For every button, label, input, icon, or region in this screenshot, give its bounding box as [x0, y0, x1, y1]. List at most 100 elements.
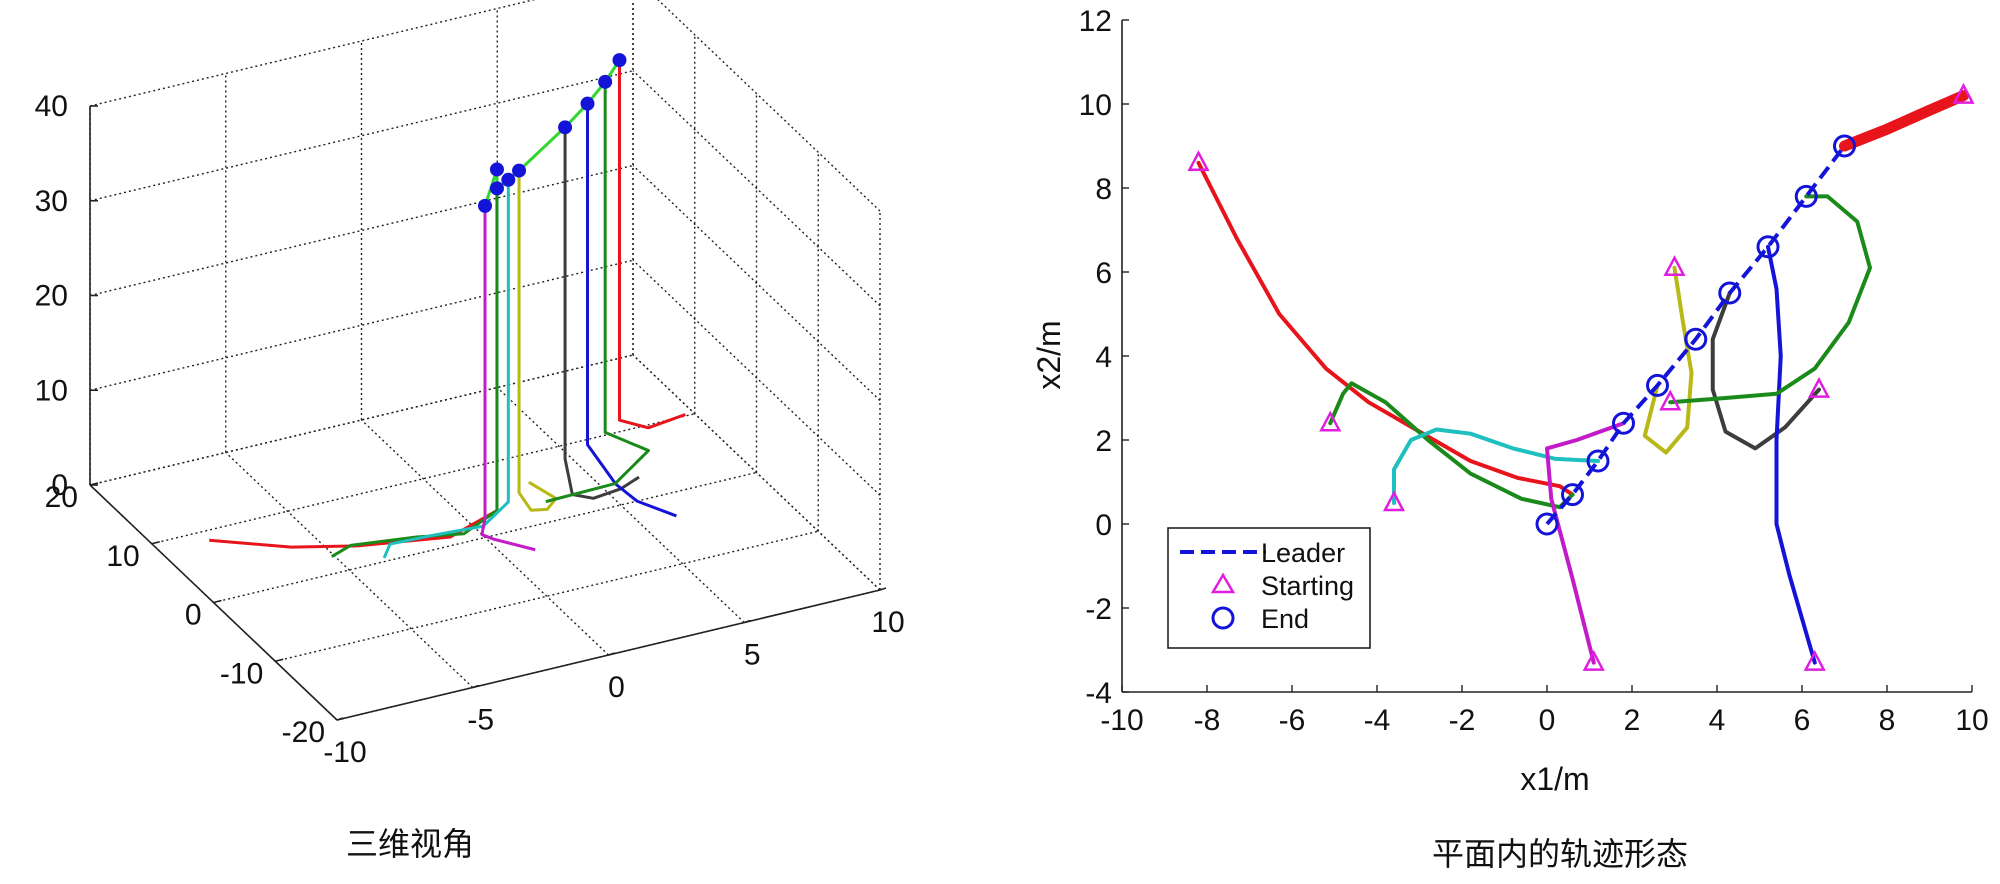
grid-box	[89, 0, 887, 721]
legend-swatch-end	[1211, 606, 1235, 630]
starting-marker	[1187, 150, 1210, 172]
x-tick-label: 5	[744, 639, 761, 672]
axes-2d	[1121, 19, 1973, 693]
trajectory-2d-red-leader-tail	[1839, 90, 1969, 152]
trajectory-2d-red	[1196, 160, 1575, 497]
end-marker-3d	[558, 120, 573, 135]
starting-marker	[1319, 410, 1342, 432]
x-axis-label: x1/m	[1520, 761, 1589, 797]
y-tick-mark	[275, 658, 284, 663]
z-tick-label: 40	[35, 90, 68, 123]
trajectory-3d-follower-4	[480, 205, 536, 552]
y-tick-label: -4	[1085, 677, 1112, 710]
x-tick-label: -6	[1279, 704, 1306, 737]
end-marker	[1718, 281, 1742, 305]
trajectory-2d-grey	[1710, 291, 1821, 451]
y-tick-mark	[213, 599, 222, 604]
side-grid-z	[632, 354, 881, 591]
x-tick-label: -4	[1364, 704, 1391, 737]
starting-marker	[1659, 389, 1682, 411]
trajectory-3d-follower-1	[209, 169, 499, 549]
caption-right: 平面内的轨迹形态	[1432, 835, 1688, 873]
end-marker	[1535, 512, 1559, 536]
legend-label: Leader	[1261, 538, 1345, 568]
end-marker-3d	[489, 162, 504, 177]
floor-grid-y	[151, 413, 695, 545]
x-tick-label: 2	[1624, 704, 1641, 737]
trajectory-3d-follower-7	[586, 103, 677, 518]
markers-2d	[1187, 82, 1975, 671]
starting-marker	[1952, 82, 1975, 104]
floor-grid-x	[496, 386, 745, 624]
caption-left: 三维视角	[346, 825, 474, 863]
leader-line	[1545, 144, 1847, 526]
trajectory-2d-blue	[1766, 244, 1817, 665]
x-tick-label: -8	[1194, 704, 1221, 737]
y-tick-label: -20	[282, 716, 325, 749]
end-marker	[1561, 483, 1584, 507]
end-marker-3d	[489, 181, 504, 196]
trajectories-2d	[1196, 90, 1969, 665]
trajectory-3d-follower-3	[382, 179, 510, 559]
legend-label: Starting	[1261, 571, 1354, 601]
y-tick-label: 10	[106, 540, 139, 573]
x-tick-mark	[879, 587, 887, 591]
end-marker	[1756, 235, 1780, 259]
trajectory-2d-yellow	[1642, 265, 1694, 455]
back-grid-z	[89, 354, 634, 486]
y-tick-mark	[151, 540, 160, 545]
x-tick-label: 0	[1539, 704, 1556, 737]
end-marker	[1794, 184, 1818, 208]
x-tick-label: 6	[1794, 704, 1811, 737]
z-tick-label: 30	[35, 185, 68, 218]
y-tick-label: 4	[1095, 341, 1112, 374]
x-tick-label: 10	[871, 606, 904, 639]
end-marker-3d	[478, 198, 492, 213]
floor-grid-y	[275, 530, 819, 662]
end-marker	[1612, 411, 1635, 435]
y-tick-label: 0	[1095, 509, 1112, 542]
starting-marker	[1582, 649, 1605, 671]
back-grid-z	[89, 70, 634, 202]
trajectory-2d-green-1	[1328, 381, 1575, 510]
y-tick-label: 10	[1079, 89, 1112, 122]
end-marker-3d	[612, 53, 627, 68]
floor-grid-x	[361, 419, 609, 656]
x-tick-label: 8	[1879, 704, 1896, 737]
side-grid-z	[632, 164, 881, 402]
back-grid-z	[89, 259, 634, 391]
end-marker-3d	[512, 163, 527, 178]
x-tick-label: -10	[1100, 704, 1143, 737]
y-tick-label: 20	[45, 481, 78, 514]
end-marker-3d	[501, 172, 516, 187]
y-tick-label: 6	[1095, 257, 1112, 290]
side-grid-z	[632, 70, 881, 307]
z-tick-label: 0	[51, 469, 68, 502]
starting-marker	[1803, 649, 1826, 671]
x-tick-mark	[472, 684, 480, 689]
side-grid-z	[632, 259, 881, 496]
legend-swatch-starting	[1210, 572, 1236, 594]
x-tick-label: 10	[1955, 704, 1988, 737]
x-tick-label: -2	[1449, 704, 1476, 737]
y-tick-label: 12	[1079, 5, 1112, 38]
trajectory-3d-follower-9	[617, 60, 686, 430]
end-marker-3d	[598, 74, 613, 89]
starting-marker	[1663, 255, 1686, 277]
trajectory-3d-follower-5	[517, 170, 558, 512]
x-tick-label: 4	[1709, 704, 1726, 737]
y-tick-mark	[336, 717, 346, 721]
starting-marker	[1382, 490, 1406, 512]
y-tick-label: -2	[1085, 593, 1112, 626]
end-marker	[1833, 134, 1856, 158]
starting-marker	[1807, 376, 1831, 398]
x-tick-label: 0	[608, 671, 625, 704]
x-tick-label: -5	[467, 704, 494, 737]
side-grid-z	[657, 0, 881, 212]
legend-box	[1167, 527, 1371, 649]
end-marker	[1646, 373, 1669, 397]
back-grid-z	[89, 164, 634, 297]
